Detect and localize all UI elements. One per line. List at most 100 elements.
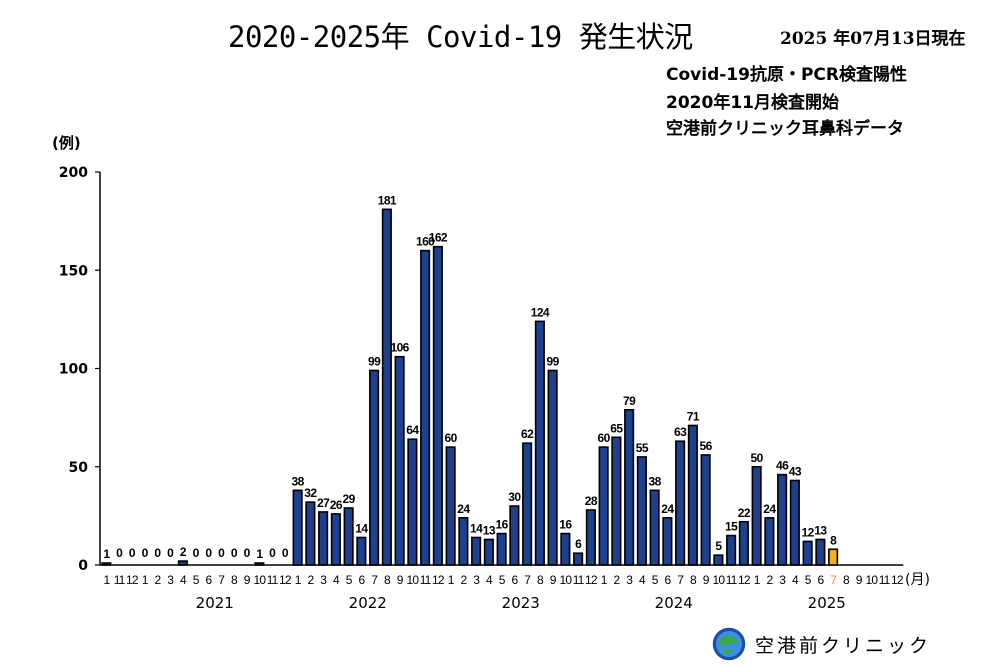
bar	[522, 442, 533, 566]
clinic-globe-logo-icon	[711, 626, 747, 662]
bar	[789, 479, 800, 566]
bar	[751, 465, 762, 566]
x-tick-label: 8	[384, 573, 391, 587]
x-tick-label: 6	[817, 573, 824, 587]
data-label: 0	[129, 546, 136, 560]
clinic-logo: 空港前クリニック	[711, 626, 931, 662]
bar	[496, 532, 507, 566]
x-tick-label: 7	[371, 573, 378, 587]
bar	[483, 538, 494, 566]
data-label: 30	[508, 490, 521, 504]
data-label: 106	[391, 341, 410, 355]
x-tick-label: 11	[267, 573, 279, 587]
year-label: 2023	[502, 594, 540, 612]
y-tick-label: 200	[59, 165, 88, 181]
data-label: 5	[715, 539, 722, 553]
note-test-start: 2020年11月検査開始	[666, 93, 839, 113]
data-label: 13	[483, 523, 496, 537]
x-tick-label: 12	[585, 573, 598, 587]
x-tick-label: 9	[856, 573, 863, 587]
bar	[356, 536, 367, 566]
bar	[445, 446, 456, 566]
data-label: 0	[167, 546, 174, 560]
data-label: 0	[116, 546, 123, 560]
bar	[305, 501, 316, 566]
data-label: 32	[304, 486, 317, 500]
data-label: 181	[378, 193, 397, 207]
x-tick-label: 12	[126, 573, 139, 587]
x-tick-label: 5	[652, 573, 659, 587]
data-label: 1	[256, 547, 263, 561]
data-label: 24	[661, 502, 674, 516]
bar	[534, 320, 545, 566]
x-tick-label: 11	[420, 573, 432, 587]
x-tick-label: 5	[193, 573, 200, 587]
bar	[420, 249, 431, 566]
x-tick-label: 2	[460, 573, 467, 587]
bar	[560, 532, 571, 566]
y-axis-label: (例)	[52, 134, 81, 152]
x-tick-label: 8	[843, 573, 850, 587]
x-tick-label: 4	[333, 573, 340, 587]
data-label: 16	[496, 518, 509, 532]
data-label: 26	[330, 498, 343, 512]
year-label: 2024	[655, 594, 693, 612]
data-label: 0	[142, 546, 149, 560]
bar	[713, 554, 724, 566]
chart-title: 2020-2025年 Covid-19 発生状況	[228, 20, 693, 54]
data-label: 60	[598, 431, 611, 445]
x-tick-label: 3	[473, 573, 480, 587]
x-tick-label: 6	[664, 573, 671, 587]
bar	[777, 473, 788, 566]
x-tick-label: 1	[142, 573, 149, 587]
x-tick-label: 9	[550, 573, 557, 587]
x-tick-label: 2	[613, 573, 620, 587]
note-data-source: 空港前クリニック耳鼻科データ	[666, 119, 904, 139]
y-tick-label: 150	[59, 263, 88, 279]
x-tick-label: 6	[358, 573, 365, 587]
data-label: 2	[180, 545, 187, 559]
y-tick-label: 0	[78, 558, 88, 574]
data-label: 13	[814, 523, 827, 537]
bar	[330, 513, 341, 566]
x-tick-label: 7	[677, 573, 684, 587]
x-tick-label: 3	[320, 573, 327, 587]
data-label: 27	[317, 496, 330, 510]
x-tick-label: 5	[499, 573, 506, 587]
bar	[636, 456, 647, 566]
x-tick-label: 3	[779, 573, 786, 587]
bar	[675, 440, 686, 566]
data-label: 0	[218, 546, 225, 560]
x-tick-label: 7	[218, 573, 225, 587]
bar	[687, 424, 698, 566]
data-label: 15	[725, 520, 738, 534]
bar	[432, 245, 443, 566]
data-label: 124	[531, 305, 550, 319]
data-label: 162	[429, 231, 448, 245]
x-tick-label: 10	[407, 573, 420, 587]
x-tick-label: 8	[231, 573, 238, 587]
data-label: 0	[193, 546, 200, 560]
data-label: 71	[687, 409, 700, 423]
x-tick-label: 2	[154, 573, 161, 587]
data-label: 0	[282, 546, 289, 560]
data-label: 62	[521, 427, 534, 441]
bar	[611, 436, 622, 566]
x-tick-label: 9	[244, 573, 251, 587]
data-label: 38	[292, 474, 305, 488]
bar	[598, 446, 609, 566]
clinic-name: 空港前クリニック	[755, 634, 932, 657]
bar	[624, 408, 635, 566]
bar	[585, 509, 596, 566]
x-tick-label: 6	[511, 573, 518, 587]
x-tick-label: 6	[205, 573, 212, 587]
year-label: 2021	[196, 594, 234, 612]
data-label: 56	[700, 439, 713, 453]
data-label: 79	[623, 394, 636, 408]
data-label: 16	[559, 518, 572, 532]
x-tick-label: 4	[639, 573, 646, 587]
bar	[343, 507, 354, 566]
data-label: 63	[674, 425, 687, 439]
x-tick-label: 10	[254, 573, 267, 587]
